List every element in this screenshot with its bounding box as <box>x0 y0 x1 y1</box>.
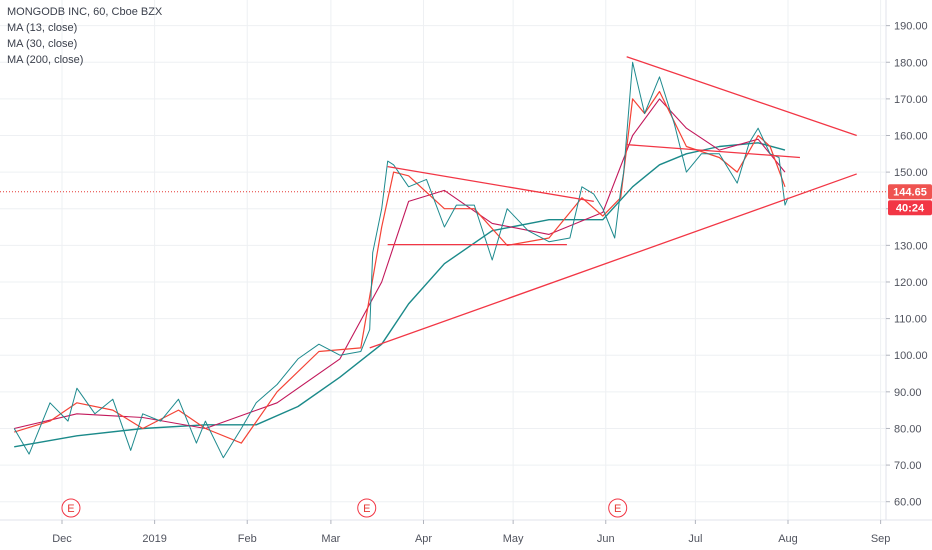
trendline-layer[interactable] <box>369 56 857 349</box>
y-tick-label: 70.00 <box>894 460 922 472</box>
y-tick-label: 190.00 <box>894 21 928 33</box>
earnings-marker-label: E <box>67 503 74 515</box>
legend-ma-30[interactable]: MA (30, close) <box>7 38 78 50</box>
x-tick-label: Feb <box>238 533 257 545</box>
trendline[interactable] <box>369 173 857 349</box>
countdown-value: 40:24 <box>896 203 925 215</box>
x-tick-label: Jul <box>688 533 702 545</box>
time-axis[interactable]: Dec 2019 Feb Mar Apr May Jun Jul Aug Sep <box>52 520 890 545</box>
x-tick-label: Aug <box>778 533 798 545</box>
y-tick-label: 60.00 <box>894 497 922 509</box>
x-tick-label: 2019 <box>142 533 166 545</box>
last-price-box <box>888 184 932 200</box>
y-tick-label: 160.00 <box>894 130 928 142</box>
y-tick-label: 120.00 <box>894 277 928 289</box>
chart-legend: MONGODB INC, 60, Cboe BZX MA (13, close)… <box>7 4 162 68</box>
ma-13-line <box>14 90 786 444</box>
price-axis[interactable]: 60.00 70.00 80.00 90.00 100.00 110.00 120.00 13… <box>886 21 928 509</box>
y-tick-label: 170.00 <box>894 94 928 106</box>
y-tick-label: 130.00 <box>894 240 928 252</box>
trendline[interactable] <box>626 143 800 159</box>
ma-200-line <box>14 142 786 448</box>
last-price-value: 144.65 <box>893 187 927 199</box>
y-tick-label: 80.00 <box>894 423 922 435</box>
x-tick-label: Jun <box>597 533 615 545</box>
price-line <box>13 61 789 459</box>
x-tick-label: Dec <box>52 533 72 545</box>
y-tick-label: 180.00 <box>894 57 928 69</box>
earnings-marker-label: E <box>614 503 621 515</box>
earnings-marker[interactable] <box>357 498 377 518</box>
earnings-marker[interactable] <box>608 498 628 518</box>
ma-30-line <box>14 98 786 430</box>
x-tick-label: May <box>503 533 524 545</box>
legend-ma-200[interactable]: MA (200, close) <box>7 54 84 66</box>
series-layer <box>13 61 789 459</box>
price-label-group: 144.65 40:24 <box>888 184 932 216</box>
countdown-box <box>888 200 932 216</box>
earnings-marker-label: E <box>363 503 370 515</box>
x-tick-label: Mar <box>321 533 340 545</box>
y-tick-label: 150.00 <box>894 167 928 179</box>
x-tick-label: Apr <box>415 533 432 545</box>
trendline[interactable] <box>387 165 594 203</box>
y-tick-label: 90.00 <box>894 387 922 399</box>
symbol-title[interactable]: MONGODB INC, 60, Cboe BZX <box>7 6 163 18</box>
x-tick-label: Sep <box>871 533 891 545</box>
trendline[interactable] <box>626 56 857 137</box>
y-tick-label: 100.00 <box>894 350 928 362</box>
earnings-marker[interactable] <box>61 498 81 518</box>
y-tick-label: 110.00 <box>894 314 927 326</box>
legend-ma-13[interactable]: MA (13, close) <box>7 22 78 34</box>
chart-grid <box>0 0 886 520</box>
